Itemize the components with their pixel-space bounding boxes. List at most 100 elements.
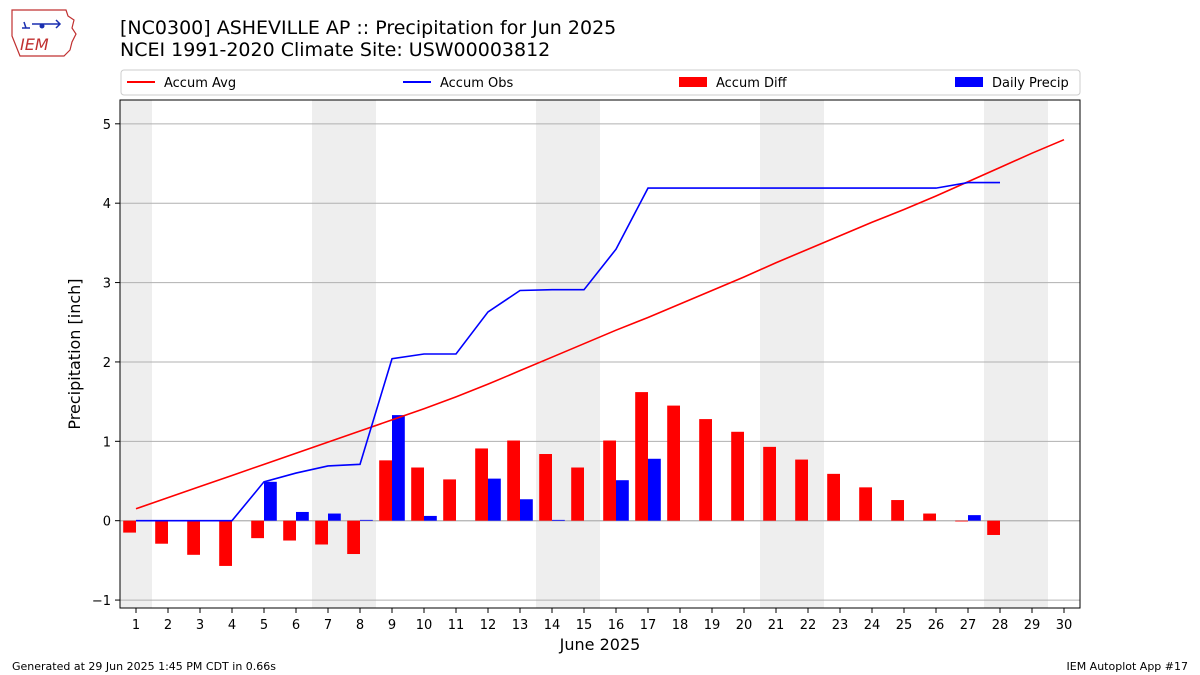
daily-precip-bar-8: [360, 519, 373, 521]
daily-precip-bar-5: [264, 481, 277, 521]
accum-diff-bar-7: [315, 520, 328, 545]
x-tick-label: 9: [388, 618, 396, 633]
y-tick-label: 3: [103, 277, 111, 292]
accum-diff-bar-19: [699, 419, 712, 521]
accum-diff-bar-11: [443, 479, 456, 521]
accum-obs-line: [136, 181, 1000, 522]
accum-avg-line: [135, 138, 1065, 510]
x-tick-label: 19: [704, 618, 721, 633]
x-tick-label: 22: [800, 618, 817, 633]
legend-label: Daily Precip: [992, 76, 1069, 91]
accum-diff-bar-24: [859, 487, 872, 521]
y-tick-label: 2: [103, 356, 111, 371]
x-tick-label: 12: [480, 618, 497, 633]
x-tick-label: 11: [448, 618, 465, 633]
daily-precip-bar-6: [296, 511, 309, 521]
accum-diff-bar-21: [763, 446, 776, 521]
x-tick-label: 2: [164, 618, 172, 633]
x-tick-label: 29: [1024, 618, 1041, 633]
accum-diff-bar-10: [411, 467, 424, 521]
legend-item-accum-obs: Accum Obs: [403, 76, 513, 91]
accum-diff-bar-15: [571, 467, 584, 521]
x-tick-label: 8: [356, 618, 364, 633]
legend-swatch: [955, 77, 983, 87]
y-tick-label: 5: [103, 118, 111, 133]
x-tick-label: 16: [608, 618, 625, 633]
plot-frame: [119, 99, 1081, 609]
accum-diff-bar-23: [827, 473, 840, 521]
x-tick-label: 17: [640, 618, 657, 633]
chart-subtitle: NCEI 1991-2020 Climate Site: USW00003812: [120, 39, 551, 61]
y-axis-label: Precipitation [inch]: [65, 278, 84, 429]
accum-diff-bar-9: [379, 460, 392, 521]
daily-precip-bar-17: [648, 458, 661, 521]
legend-label: Accum Diff: [716, 76, 788, 91]
x-tick-label: 7: [324, 618, 332, 633]
daily-precip-bar-27: [968, 515, 981, 521]
accum-diff-bar-3: [187, 520, 200, 555]
accum-diff-bar-1: [123, 520, 136, 533]
y-tick-label: −1: [92, 594, 111, 609]
iem-logo: IEM: [8, 6, 80, 60]
x-tick-label: 15: [576, 618, 593, 633]
accum-diff-bar-5: [251, 520, 264, 539]
legend-box: [120, 69, 1081, 96]
x-tick-label: 21: [768, 618, 785, 633]
accum-diff-bar-20: [731, 431, 744, 521]
x-tick-label: 26: [928, 618, 945, 633]
accum-diff-bar-14: [539, 454, 552, 521]
chart-title: [NC0300] ASHEVILLE AP :: Precipitation f…: [120, 17, 617, 39]
accum-diff-bar-22: [795, 459, 808, 521]
daily-precip-bar-12: [488, 478, 501, 521]
daily-precip-bar-10: [424, 515, 437, 521]
accum-diff-bar-16: [603, 440, 616, 521]
accum-diff-bar-17: [635, 392, 648, 521]
accum-diff-bar-27: [955, 520, 968, 522]
x-axis-label: June 2025: [559, 635, 641, 654]
accum-diff-bar-26: [923, 513, 936, 521]
weekend-shade-2: [536, 100, 600, 608]
accum-diff-bar-2: [155, 520, 168, 544]
x-tick-label: 3: [196, 618, 204, 633]
accum-diff-bar-8: [347, 520, 360, 555]
x-tick-label: 6: [292, 618, 300, 633]
x-tick-label: 13: [512, 618, 529, 633]
legend-label: Accum Avg: [164, 76, 236, 91]
x-tick-label: 24: [864, 618, 881, 633]
accum-diff-bar-18: [667, 405, 680, 521]
y-tick-label: 1: [103, 435, 111, 450]
legend-item-daily-precip: Daily Precip: [955, 76, 1069, 91]
daily-precip-bar-9: [392, 415, 405, 521]
x-tick-label: 1: [132, 618, 140, 633]
accum-diff-bar-12: [475, 448, 488, 521]
x-tick-label: 14: [544, 618, 561, 633]
x-tick-label: 25: [896, 618, 913, 633]
y-tick-label: 4: [103, 197, 111, 212]
accum-diff-bar-25: [891, 500, 904, 521]
y-tick-label: 0: [103, 515, 111, 530]
daily-precip-bar-13: [520, 499, 533, 521]
legend: Accum Avg Accum Obs Accum Diff Daily Precip: [120, 69, 1081, 96]
daily-precip-bar-14: [552, 519, 565, 521]
bars: [123, 392, 1000, 566]
accum-diff-bar-6: [283, 520, 296, 541]
accum-diff-bar-13: [507, 440, 520, 521]
legend-label: Accum Obs: [440, 76, 513, 91]
app-note: IEM Autoplot App #17: [1066, 660, 1189, 673]
lines: [135, 138, 1065, 522]
x-tick-label: 5: [260, 618, 268, 633]
legend-swatch: [679, 77, 707, 87]
x-tick-label: 10: [416, 618, 433, 633]
legend-item-accum-diff: Accum Diff: [679, 76, 788, 91]
x-tick-label: 20: [736, 618, 753, 633]
weekend-shade-3: [760, 100, 824, 608]
x-tick-label: 30: [1056, 618, 1073, 633]
accum-diff-bar-28: [987, 520, 1000, 535]
daily-precip-bar-16: [616, 480, 629, 521]
x-tick-label: 27: [960, 618, 977, 633]
legend-item-accum-avg: Accum Avg: [127, 76, 236, 91]
daily-precip-bar-7: [328, 513, 341, 521]
logo-text: IEM: [20, 35, 49, 54]
